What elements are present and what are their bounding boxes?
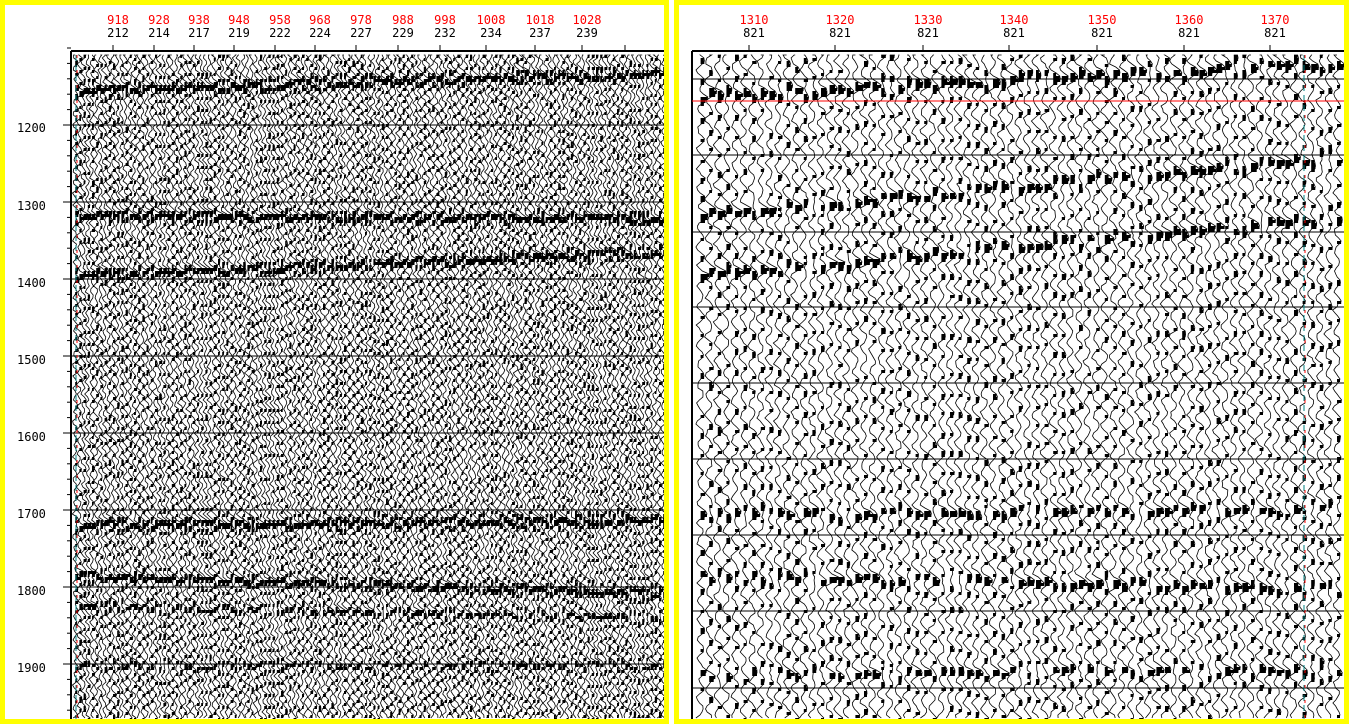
cdp-label: 988 — [392, 13, 414, 27]
inline-label: 821 — [917, 26, 939, 40]
cdp-label: 928 — [148, 13, 170, 27]
inline-label: 217 — [188, 26, 210, 40]
inline-label: 821 — [1003, 26, 1025, 40]
inline-label: 821 — [829, 26, 851, 40]
time-axis-label: 1900 — [17, 661, 46, 675]
inline-label: 212 — [107, 26, 129, 40]
left-seismic-section[interactable] — [5, 5, 664, 719]
inline-label: 232 — [434, 26, 456, 40]
wiggle-traces — [71, 54, 664, 719]
cdp-label: 1320 — [825, 13, 855, 27]
time-axis-label: 1800 — [17, 584, 46, 598]
cdp-label: 1350 — [1087, 13, 1117, 27]
right-seismic-section[interactable] — [679, 5, 1344, 719]
wiggle-trace-lines — [695, 54, 1344, 719]
wiggle-trace-fill — [700, 55, 1344, 719]
inline-label: 239 — [576, 26, 598, 40]
time-axis-label: 1200 — [17, 121, 46, 135]
cdp-label: 968 — [309, 13, 331, 27]
wiggle-traces — [695, 54, 1344, 719]
inline-label: 821 — [743, 26, 765, 40]
inline-label: 821 — [1264, 26, 1286, 40]
cdp-label: 1360 — [1174, 13, 1204, 27]
inline-label: 234 — [480, 26, 502, 40]
cdp-label: 1340 — [999, 13, 1029, 27]
inline-label: 821 — [1178, 26, 1200, 40]
cdp-label: 1028 — [572, 13, 602, 27]
right-seismic-panel[interactable]: 1310 1320 1330 1340 1350 1360 1370 821 8… — [674, 0, 1349, 724]
left-seismic-panel[interactable]: 918 928 938 948 958 968 978 988 998 1008… — [0, 0, 669, 724]
time-axis-label: 1600 — [17, 430, 46, 444]
cdp-label: 958 — [269, 13, 291, 27]
left-header: 918 928 938 948 958 968 978 988 998 1008… — [5, 5, 664, 53]
inline-label: 214 — [148, 26, 170, 40]
inline-label: 219 — [228, 26, 250, 40]
cdp-label: 1018 — [525, 13, 555, 27]
time-axis-label: 1300 — [17, 199, 46, 213]
inline-label: 222 — [269, 26, 291, 40]
time-axis-label: 1400 — [17, 276, 46, 290]
cdp-label: 998 — [434, 13, 456, 27]
right-header: 1310 1320 1330 1340 1350 1360 1370 821 8… — [679, 5, 1344, 53]
cdp-label: 1310 — [739, 13, 769, 27]
cdp-label: 918 — [107, 13, 129, 27]
cdp-label: 948 — [228, 13, 250, 27]
cdp-label: 1370 — [1260, 13, 1290, 27]
time-axis-label: 1500 — [17, 353, 46, 367]
inline-label: 224 — [309, 26, 331, 40]
cdp-label: 1008 — [476, 13, 506, 27]
cdp-label: 978 — [350, 13, 372, 27]
cdp-label: 1330 — [913, 13, 943, 27]
inline-label: 229 — [392, 26, 414, 40]
cdp-label: 938 — [188, 13, 210, 27]
inline-label: 821 — [1091, 26, 1113, 40]
time-axis-label: 1700 — [17, 507, 46, 521]
wiggle-trace-fill — [75, 55, 664, 719]
inline-label: 227 — [350, 26, 372, 40]
inline-label: 237 — [529, 26, 551, 40]
